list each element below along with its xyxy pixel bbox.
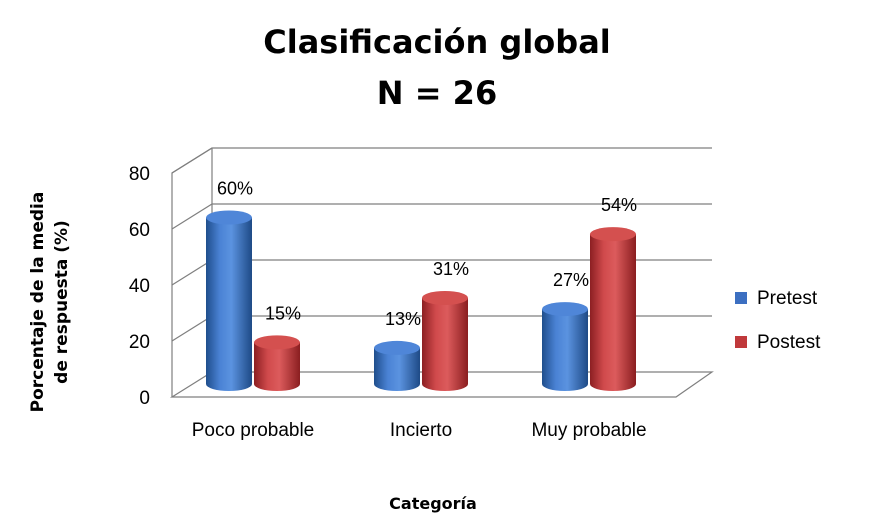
- bar-body: [374, 347, 420, 391]
- chart-subtitle: N = 26: [377, 74, 497, 112]
- bar-pretest-1: [374, 340, 420, 391]
- data-label-postest-2: 54%: [601, 195, 637, 215]
- data-label-postest-1: 31%: [433, 259, 469, 279]
- y-tick-label: 40: [129, 276, 150, 297]
- bar-postest-0: [254, 335, 300, 391]
- bar-top: [254, 335, 300, 350]
- data-label-postest-0: 15%: [265, 303, 301, 323]
- gridline: [171, 147, 712, 174]
- y-axis-label-line-1: Porcentaje de la media: [28, 192, 48, 413]
- y-ticks: 0 20 40 60 80: [129, 164, 150, 409]
- bar-postest-2: [590, 227, 636, 391]
- legend-entry: Postest: [757, 332, 821, 353]
- data-label-pretest-2: 27%: [553, 270, 589, 290]
- data-label-pretest-1: 13%: [385, 309, 421, 329]
- x-category-label: Poco probable: [192, 420, 315, 441]
- x-category-label: Muy probable: [531, 420, 646, 441]
- bar-top: [422, 290, 468, 305]
- bar-postest-1: [422, 290, 468, 391]
- y-tick-label: 60: [129, 220, 150, 241]
- x-axis-label: Categoría: [389, 494, 477, 513]
- legend-swatch: [735, 292, 747, 304]
- legend-entry: Pretest: [757, 288, 818, 309]
- legend: Pretest Postest: [735, 288, 821, 353]
- chart-title: Clasificación global: [263, 23, 611, 61]
- floor: [169, 371, 714, 398]
- bar-top: [374, 340, 420, 355]
- y-tick-label: 80: [129, 164, 150, 185]
- bar-pretest-2: [542, 302, 588, 391]
- x-category-label: Incierto: [390, 420, 452, 441]
- bar-body: [542, 309, 588, 391]
- data-labels: 60% 13% 27% 15% 31% 54%: [217, 179, 637, 329]
- bar-body: [422, 297, 468, 391]
- bar-body: [206, 217, 252, 391]
- bar-top: [542, 302, 588, 317]
- bar-top: [590, 227, 636, 242]
- bar-pretest-0: [206, 210, 252, 391]
- x-categories: Poco probable Incierto Muy probable: [192, 420, 647, 441]
- bar-body: [254, 342, 300, 391]
- bars: [206, 210, 636, 391]
- gridline: [171, 203, 712, 230]
- y-axis-label-line-2: de respuesta (%): [52, 220, 72, 384]
- legend-swatch: [735, 336, 747, 348]
- y-tick-label: 0: [139, 388, 150, 409]
- bar-body: [590, 234, 636, 391]
- data-label-pretest-0: 60%: [217, 179, 253, 199]
- bar-top: [206, 210, 252, 225]
- y-tick-label: 20: [129, 332, 150, 353]
